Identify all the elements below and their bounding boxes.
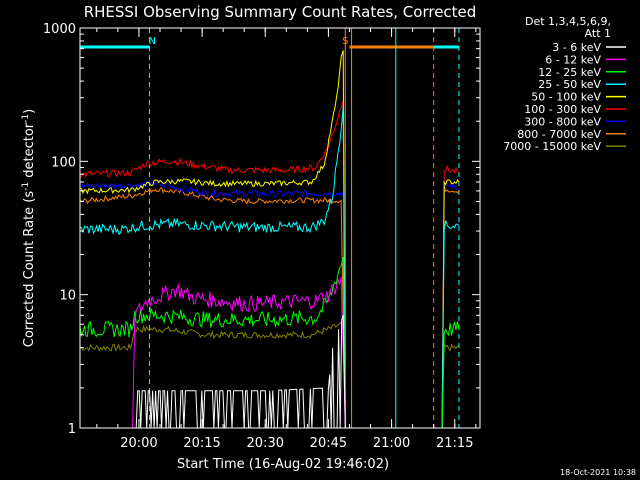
legend-label-4: 50 - 100 keV — [531, 91, 601, 104]
y-tick-label-1: 1 — [68, 422, 76, 437]
x-tick-label-2100: 21:00 — [373, 436, 410, 451]
y-tick-label-10: 10 — [59, 289, 76, 304]
y-axis-label-sup2: -1 — [21, 114, 31, 123]
y-axis-label-part3: ) — [22, 109, 37, 114]
axes: 1 10 100 1000 20:00 20:15 20:30 20:45 21:00 21:15 — [43, 22, 480, 451]
x-tick-label-2000: 20:00 — [120, 436, 157, 451]
annotation-n: N — [148, 36, 155, 47]
legend-label-6: 300 - 800 keV — [524, 115, 601, 128]
plot-frame — [79, 27, 481, 429]
legend-label-7: 800 - 7000 keV — [517, 128, 601, 141]
x-axis-label: Start Time (16-Aug-02 19:46:02) — [177, 457, 389, 472]
x-tick-label-2015: 20:15 — [183, 436, 220, 451]
x-tick-label-2115: 21:15 — [436, 436, 473, 451]
y-tick-label-100: 100 — [51, 155, 76, 170]
legend-label-0: 3 - 6 keV — [552, 41, 601, 54]
legend-title-0: Det 1,3,4,5,6,9, — [525, 15, 611, 28]
annotation-s: S — [342, 36, 348, 47]
legend-label-5: 100 - 300 keV — [524, 103, 601, 116]
legend-title-1: Att 1 — [585, 27, 611, 40]
y-axis-label-sup1: -1 — [21, 182, 31, 191]
x-tick-label-2045: 20:45 — [310, 436, 347, 451]
legend-label-1: 6 - 12 keV — [545, 53, 601, 66]
legend-label-8: 7000 - 15000 keV — [503, 140, 601, 153]
legend-label-2: 12 - 25 keV — [538, 66, 601, 79]
y-axis-label: Corrected Count Rate (s-1 detector-1) — [21, 109, 37, 347]
footer-date: 18-Oct-2021 10:38 — [560, 468, 636, 477]
x-tick-label-2030: 20:30 — [247, 436, 284, 451]
y-tick-label-1000: 1000 — [43, 22, 76, 37]
legend-label-3: 25 - 50 keV — [538, 78, 601, 91]
y-axis-label-part1: Corrected Count Rate (s — [22, 191, 37, 348]
chart-title: RHESSI Observing Summary Count Rates, Co… — [84, 3, 477, 21]
y-axis-label-part2: detector — [22, 122, 37, 182]
